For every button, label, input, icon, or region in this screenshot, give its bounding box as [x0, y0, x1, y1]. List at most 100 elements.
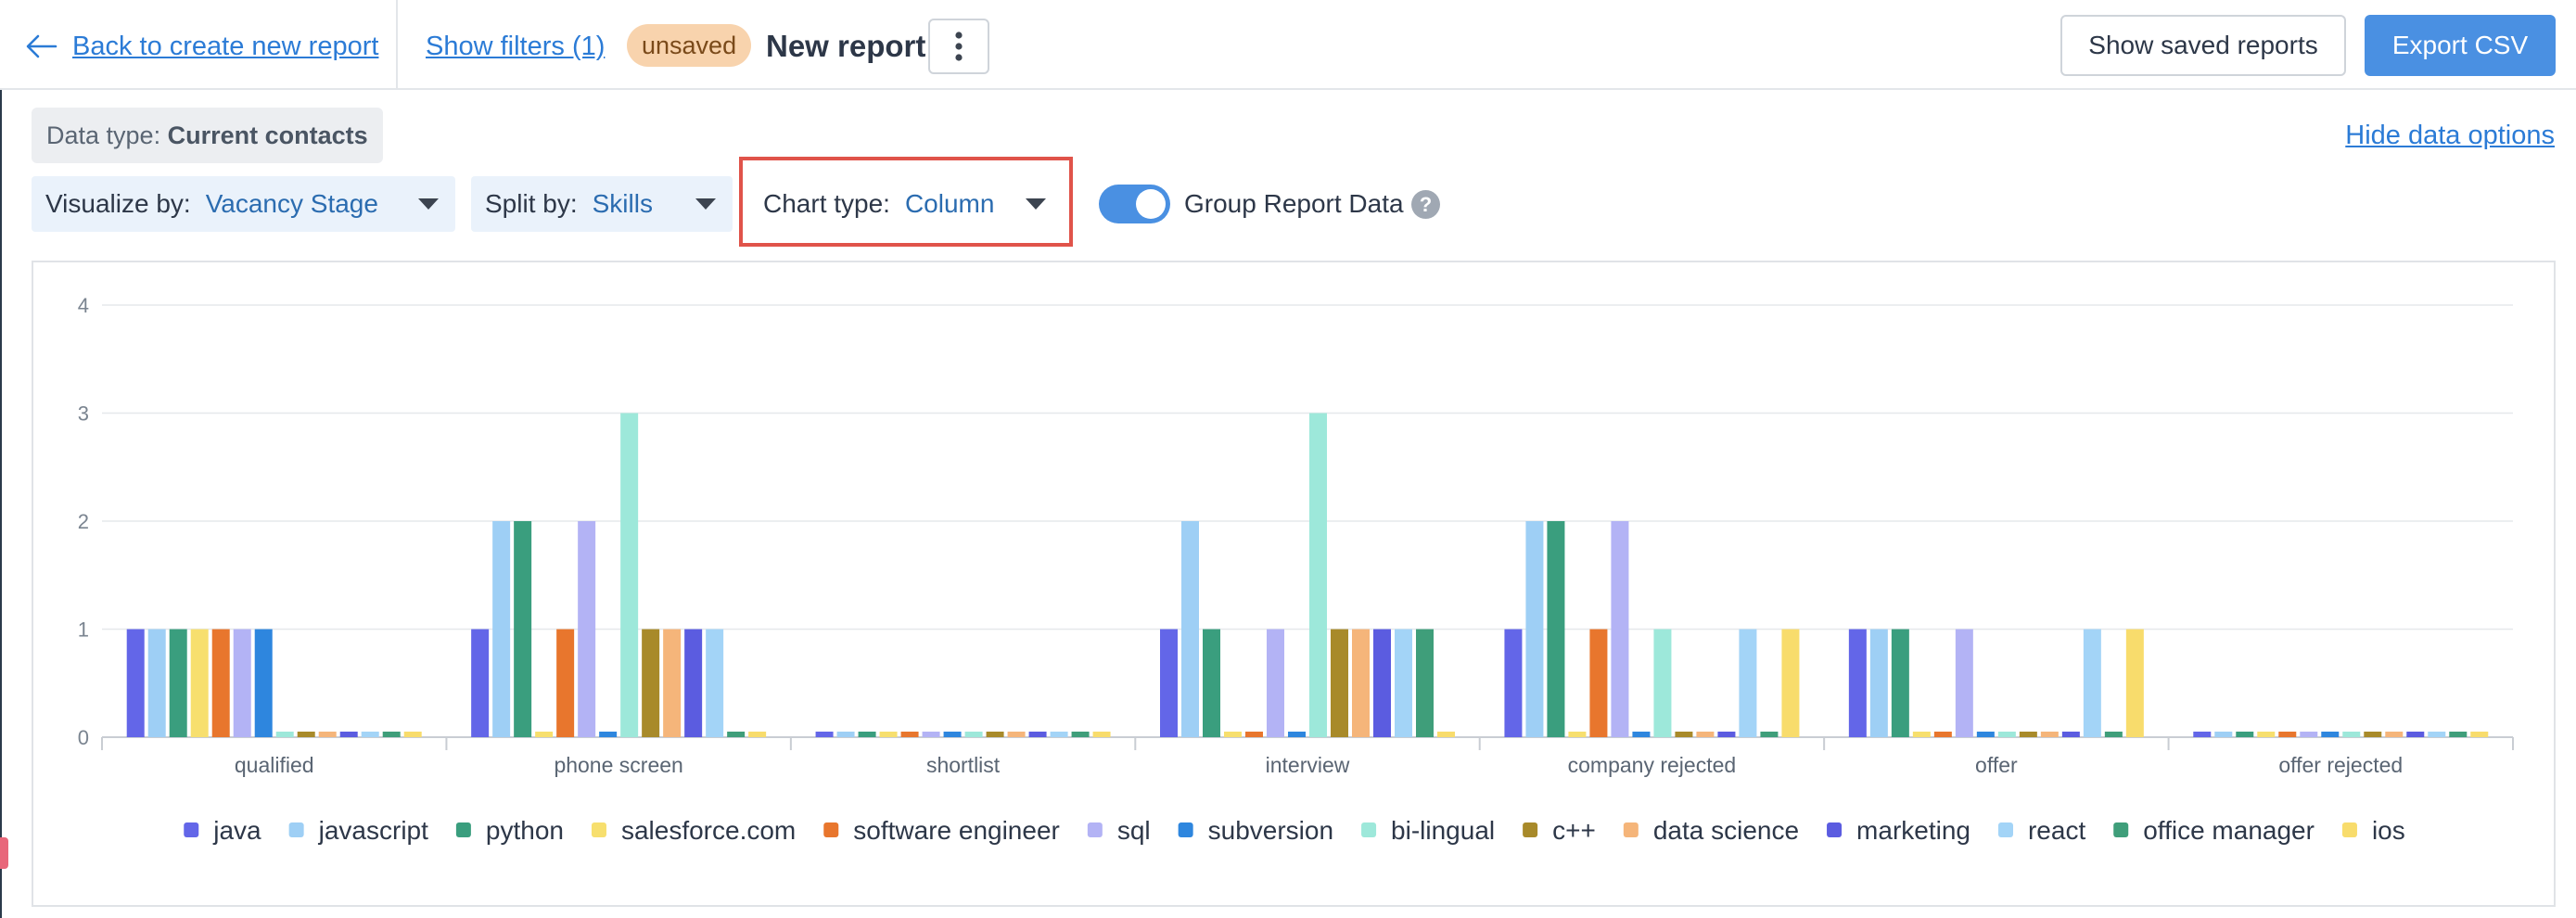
bar-python: [2236, 732, 2254, 737]
side-feedback-tab[interactable]: [0, 837, 8, 869]
help-icon[interactable]: ?: [1411, 190, 1440, 219]
bar-data-science: [318, 732, 337, 737]
bar-bi-lingual: [964, 732, 983, 737]
bar-salesforce-com: [1224, 732, 1242, 737]
legend-label: ios: [2372, 816, 2405, 845]
legend-swatch: [1623, 822, 1639, 837]
bar-marketing: [339, 732, 358, 737]
bar-bi-lingual: [1653, 629, 1672, 737]
toggle-knob: [1136, 189, 1166, 219]
bar-data-science: [2385, 732, 2404, 737]
bar-marketing: [684, 629, 703, 737]
y-tick-label: 2: [78, 510, 89, 533]
bar-sql: [233, 629, 251, 737]
legend-label: bi-lingual: [1391, 816, 1495, 845]
caret-down-icon: [695, 198, 716, 210]
bar-react: [1050, 732, 1068, 737]
bar-react: [1395, 629, 1412, 737]
bar-ios: [1092, 732, 1111, 737]
legend-label: subversion: [1208, 816, 1333, 845]
x-tick-label: offer: [1975, 753, 2018, 777]
legend-item: subversion: [1178, 816, 1333, 845]
legend-item: c++: [1523, 816, 1596, 845]
legend-label: data science: [1653, 816, 1799, 845]
legend-label: python: [486, 816, 564, 845]
bar-data-science: [1696, 732, 1715, 737]
hide-data-options-link[interactable]: Hide data options: [2345, 121, 2555, 150]
bar-software-engineer: [2278, 732, 2297, 737]
bar-office-manager: [727, 732, 746, 737]
visualize-by-select[interactable]: Visualize by: Vacancy Stage: [32, 176, 455, 232]
bar-java: [1160, 629, 1178, 737]
bar-react: [1739, 629, 1757, 737]
legend-swatch: [2341, 822, 2357, 837]
chart-card: 0 1 2 3 4 qualified phone screen shortlist inter…: [32, 261, 2556, 907]
x-tick-label: qualified: [235, 753, 314, 777]
bar-javascript: [2214, 732, 2233, 737]
bar-subversion: [1288, 732, 1306, 737]
arrow-left-icon: [26, 34, 57, 58]
legend-item: software engineer: [823, 816, 1060, 845]
legend-item: python: [455, 816, 564, 845]
y-tick-label: 0: [78, 726, 89, 749]
bar-python: [1891, 629, 1909, 737]
bar-ios: [1781, 629, 1800, 737]
chart-type-label: Chart type:: [763, 189, 890, 218]
bar-javascript: [1181, 521, 1199, 737]
bar-subversion: [2321, 732, 2340, 737]
show-filters-link[interactable]: Show filters (1): [426, 32, 606, 61]
x-tick-label: phone screen: [554, 753, 682, 777]
x-tick-label: shortlist: [926, 753, 1001, 777]
bar-office-manager: [2104, 732, 2123, 737]
bar-java: [815, 732, 834, 737]
legend-item: data science: [1623, 816, 1799, 845]
bar-react: [706, 629, 724, 737]
bar-office-manager: [1071, 732, 1090, 737]
bar-c-: [642, 629, 660, 737]
bar-data-science: [1007, 732, 1026, 737]
bar-python: [858, 732, 876, 737]
export-csv-button[interactable]: Export CSV: [2365, 15, 2556, 76]
bar-ios: [1437, 732, 1455, 737]
column-chart: 0 1 2 3 4 qualified phone screen shortlist inter…: [78, 294, 2514, 845]
bar-software-engineer: [211, 629, 230, 737]
bar-c-: [1675, 732, 1693, 737]
legend-swatch: [1178, 822, 1193, 837]
bar-c-: [2364, 732, 2382, 737]
bar-sql: [922, 732, 940, 737]
show-saved-reports-button[interactable]: Show saved reports: [2060, 15, 2346, 76]
bar-java: [1504, 629, 1523, 737]
more-options-button[interactable]: [928, 19, 989, 74]
bar-office-manager: [2449, 732, 2468, 737]
bar-react: [2083, 629, 2101, 737]
bar-python: [1203, 629, 1220, 737]
bar-javascript: [1869, 629, 1888, 737]
bar-bi-lingual: [275, 732, 294, 737]
legend-swatch: [288, 822, 304, 837]
legend-label: sql: [1117, 816, 1151, 845]
legend-item: react: [1997, 816, 2085, 845]
caret-down-icon: [418, 198, 439, 210]
bar-java: [2193, 732, 2212, 737]
bar-subversion: [943, 732, 962, 737]
bar-data-science: [1352, 629, 1370, 737]
bar-java: [1848, 629, 1867, 737]
y-tick-label: 3: [78, 402, 89, 426]
legend-label: react: [2028, 816, 2085, 845]
bar-office-manager: [1760, 732, 1779, 737]
bar-react: [361, 732, 379, 737]
visualize-by-label: Visualize by:: [45, 189, 191, 218]
bar-javascript: [836, 732, 855, 737]
legend-item: office manager: [2113, 816, 2315, 845]
bar-c-: [986, 732, 1004, 737]
group-report-data-label: Group Report Data: [1184, 189, 1404, 218]
bar-subversion: [599, 732, 618, 737]
back-to-create-report-link[interactable]: Back to create new report: [26, 28, 378, 65]
y-tick-label: 1: [78, 618, 89, 642]
split-by-value: Skills: [592, 189, 653, 218]
split-by-select[interactable]: Split by: Skills: [471, 176, 733, 232]
chart-type-select[interactable]: Chart type: Column: [749, 176, 1063, 232]
group-report-data-toggle[interactable]: [1099, 185, 1170, 223]
split-by-label: Split by:: [485, 189, 578, 218]
bar-bi-lingual: [620, 413, 639, 737]
